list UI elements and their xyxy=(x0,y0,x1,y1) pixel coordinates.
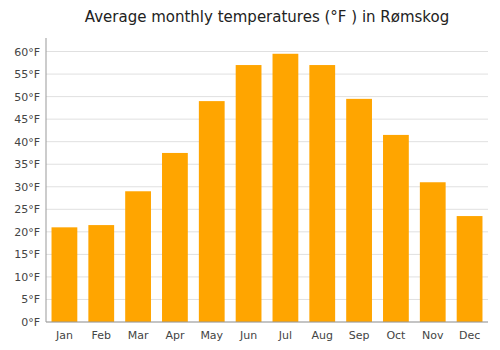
grid-line xyxy=(46,322,488,323)
x-tick-label: Jul xyxy=(278,329,292,342)
y-tick-label: 30°F xyxy=(14,181,40,194)
bar xyxy=(125,191,151,322)
x-tick-label: Feb xyxy=(92,329,111,342)
x-tick-label: Apr xyxy=(165,329,185,342)
chart: Average monthly temperatures (°F ) in Rø… xyxy=(0,0,500,350)
y-tick-label: 35°F xyxy=(14,158,40,171)
x-tick-label: May xyxy=(200,329,223,342)
y-tick-label: 5°F xyxy=(21,293,40,306)
y-tick-label: 25°F xyxy=(14,203,40,216)
bar xyxy=(346,99,372,322)
bar xyxy=(162,153,188,322)
bar xyxy=(236,65,262,322)
bars xyxy=(52,54,483,322)
grid-line xyxy=(46,51,488,52)
bar xyxy=(52,227,78,322)
bar xyxy=(420,182,446,322)
y-tick-label: 10°F xyxy=(14,271,40,284)
bar xyxy=(88,225,114,322)
grid-line xyxy=(46,141,488,142)
grid-line xyxy=(46,164,488,165)
y-tick-label: 20°F xyxy=(14,226,40,239)
y-tick-label: 60°F xyxy=(14,46,40,59)
x-axis-line xyxy=(46,322,488,323)
y-tick-label: 40°F xyxy=(14,136,40,149)
y-axis-line xyxy=(46,38,47,322)
y-tick-label: 50°F xyxy=(14,91,40,104)
x-tick-label: Aug xyxy=(312,329,333,342)
x-tick-label: Jan xyxy=(55,329,73,342)
x-tick-label: Oct xyxy=(386,329,406,342)
grid xyxy=(46,52,488,322)
grid-line xyxy=(46,96,488,97)
y-tick-label: 15°F xyxy=(14,248,40,261)
title: Average monthly temperatures (°F ) in Rø… xyxy=(85,8,449,26)
bar xyxy=(457,216,483,322)
y-tick-label: 45°F xyxy=(14,113,40,126)
x-tick-label: Mar xyxy=(128,329,149,342)
grid-line xyxy=(46,119,488,120)
y-tick-label: 0°F xyxy=(21,316,40,329)
bar xyxy=(309,65,335,322)
grid-line xyxy=(46,74,488,75)
bar xyxy=(199,101,225,322)
x-tick-label: Sep xyxy=(349,329,370,342)
x-tick-label: Dec xyxy=(459,329,480,342)
x-tick-label: Nov xyxy=(422,329,444,342)
bar xyxy=(273,54,299,322)
y-tick-label: 55°F xyxy=(14,68,40,81)
x-tick-label: Jun xyxy=(239,329,257,342)
bar xyxy=(383,135,409,322)
